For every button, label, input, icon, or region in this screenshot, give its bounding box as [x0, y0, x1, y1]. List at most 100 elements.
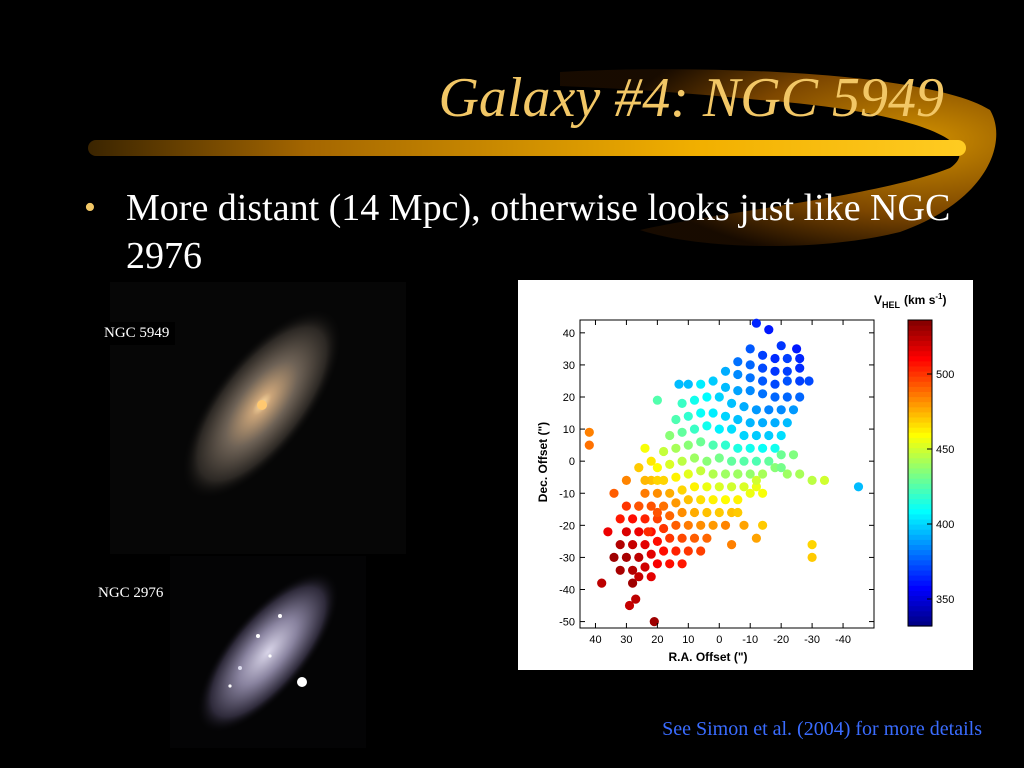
data-point — [643, 527, 653, 537]
data-point — [652, 507, 662, 518]
data-point — [628, 514, 638, 524]
data-point — [708, 495, 718, 505]
colorbar-segment — [908, 483, 932, 489]
data-point — [758, 488, 768, 498]
data-point — [776, 341, 786, 351]
y-tick-label: 0 — [569, 456, 575, 468]
data-point — [689, 482, 700, 492]
data-point — [615, 514, 625, 524]
data-point — [646, 549, 656, 559]
data-point — [782, 376, 792, 386]
colorbar-segment — [908, 406, 932, 413]
data-point — [714, 424, 724, 434]
colorbar-segment — [908, 488, 932, 494]
colorbar-segment — [908, 610, 932, 617]
colorbar-title: VHEL (km s-1) — [874, 292, 947, 310]
data-point — [727, 456, 737, 466]
data-point — [659, 446, 669, 457]
data-point — [714, 453, 724, 463]
colorbar-segment — [908, 600, 932, 607]
x-tick-label: 20 — [651, 634, 663, 646]
colorbar-segment — [908, 391, 932, 398]
y-tick-label: 30 — [563, 360, 575, 372]
colorbar-segment — [908, 360, 932, 367]
data-point — [652, 536, 662, 546]
data-point — [609, 488, 619, 498]
colorbar-segment — [908, 452, 932, 459]
data-point — [696, 520, 706, 530]
data-point — [795, 353, 805, 364]
data-point — [634, 501, 644, 511]
data-point — [696, 408, 706, 418]
y-tick-label: -40 — [559, 585, 575, 597]
data-point — [770, 353, 780, 364]
data-point — [776, 405, 786, 415]
data-point — [597, 578, 607, 588]
data-point — [665, 533, 675, 543]
data-point — [659, 501, 669, 511]
data-point — [764, 325, 774, 335]
data-point — [665, 559, 675, 569]
colorbar-segment — [908, 559, 932, 566]
data-point — [621, 501, 631, 511]
colorbar-segment — [908, 325, 932, 331]
data-point — [714, 482, 724, 492]
data-point — [745, 373, 755, 383]
data-point — [689, 533, 700, 543]
colorbar-segment — [908, 340, 932, 347]
colorbar-segment — [908, 473, 932, 479]
data-point — [739, 430, 749, 441]
colorbar-segment — [908, 569, 932, 576]
colorbar-segment — [908, 585, 932, 591]
data-point — [788, 450, 799, 460]
data-point — [640, 514, 650, 524]
data-point — [652, 395, 662, 405]
data-point — [689, 395, 700, 405]
data-point — [671, 472, 681, 482]
data-point — [702, 456, 712, 466]
data-point — [677, 427, 687, 437]
data-point — [677, 398, 687, 408]
data-point — [677, 456, 687, 466]
data-point — [745, 360, 755, 370]
data-point — [624, 600, 635, 611]
data-point — [770, 418, 780, 428]
data-point — [758, 376, 768, 386]
reference-link[interactable]: See Simon et al. (2004) for more details — [662, 718, 982, 740]
data-point — [683, 411, 693, 421]
colorbar-segment — [908, 381, 932, 387]
data-point — [708, 408, 718, 418]
colorbar-segment — [908, 493, 932, 500]
data-point — [696, 546, 706, 556]
colorbar-segment — [908, 457, 932, 464]
colorbar-segment — [908, 564, 932, 571]
data-point — [628, 565, 638, 575]
colorbar-segment — [908, 595, 932, 602]
data-point — [649, 617, 659, 627]
data-point — [745, 344, 755, 354]
data-point — [665, 488, 675, 498]
data-point — [807, 540, 817, 550]
data-point — [853, 482, 864, 492]
data-point — [683, 520, 693, 530]
data-point — [751, 318, 761, 328]
data-point — [671, 546, 681, 556]
colorbar-segment — [908, 615, 932, 622]
data-point — [720, 469, 731, 479]
x-tick-label: 30 — [620, 634, 632, 646]
data-point — [758, 520, 768, 530]
y-tick-label: -50 — [559, 617, 575, 629]
colorbar-segment — [908, 442, 932, 449]
x-tick-label: 40 — [589, 634, 601, 646]
colorbar-segment — [908, 467, 932, 474]
data-point — [702, 533, 712, 543]
data-point — [702, 421, 712, 431]
colorbar-segment — [908, 355, 932, 362]
data-point — [727, 540, 737, 550]
colorbar-segment — [908, 432, 932, 438]
data-point — [696, 379, 706, 389]
data-point — [652, 475, 662, 485]
data-point — [640, 562, 650, 572]
